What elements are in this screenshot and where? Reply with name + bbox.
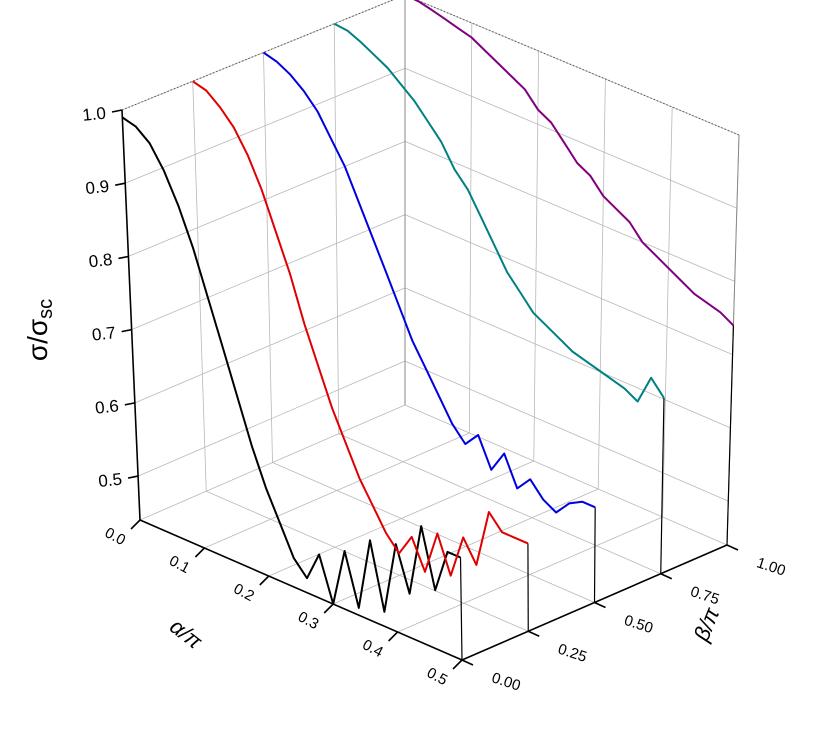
grid-line <box>333 23 340 434</box>
x-tick <box>130 519 141 530</box>
grid-line <box>134 287 406 404</box>
x-tick-label: 0.1 <box>166 552 192 577</box>
grid-line <box>263 52 273 463</box>
z-tick <box>118 255 129 260</box>
grid-line <box>125 67 406 184</box>
drop-line <box>593 507 596 603</box>
x-axis-label: α/π <box>165 614 208 655</box>
x-tick-label: 0.0 <box>102 524 128 549</box>
grid-line <box>469 22 473 434</box>
x-tick-label: 0.3 <box>295 608 321 633</box>
drop-line <box>660 398 665 574</box>
curve <box>121 116 461 613</box>
grid-line <box>272 462 595 603</box>
curve <box>262 51 596 514</box>
curve <box>333 22 665 403</box>
y-tick-label: 0.50 <box>622 612 655 637</box>
x-axis <box>139 519 463 661</box>
drop-line <box>726 325 735 546</box>
grid-line <box>397 516 663 633</box>
z-tick-label: 1.0 <box>81 104 106 125</box>
curve <box>192 80 529 577</box>
grid-line <box>338 433 661 575</box>
z-tick-label: 0.5 <box>97 470 122 491</box>
grid-line <box>333 488 599 605</box>
y-axis-label: β/π <box>688 603 725 645</box>
y-tick-label: 0.00 <box>490 669 523 694</box>
grid-line <box>404 141 735 282</box>
grid-line <box>128 141 406 257</box>
y-tick <box>527 630 540 637</box>
x-tick <box>323 603 334 614</box>
z-tick <box>124 402 136 406</box>
z-axis <box>121 109 141 521</box>
grid-line <box>192 81 207 492</box>
z-axis-label: σ/σsc <box>22 299 57 361</box>
y-tick-label: 0.25 <box>556 641 589 666</box>
grid-line <box>533 50 539 462</box>
z-tick <box>121 328 132 333</box>
grid-line <box>662 106 673 518</box>
box-edge <box>415 0 740 136</box>
x-tick-label: 0.5 <box>424 664 450 689</box>
y-tick-label: 1.00 <box>755 554 788 579</box>
z-tick <box>111 109 123 113</box>
z-axis-label-main: σ/σ <box>22 319 53 361</box>
z-tick-label: 0.6 <box>94 396 119 417</box>
z-tick-label: 0.8 <box>88 250 113 271</box>
z-axis-label-sub: sc <box>35 299 57 319</box>
grid-line <box>597 78 606 490</box>
x-tick <box>452 659 463 670</box>
grid-line <box>404 214 733 356</box>
grid-line <box>131 214 406 331</box>
y-tick <box>660 573 673 580</box>
y-tick <box>726 544 739 551</box>
y-tick <box>461 659 474 666</box>
y-tick-label: 0.75 <box>688 583 721 608</box>
z-tick-label: 0.9 <box>85 177 110 198</box>
grid-line <box>404 360 729 502</box>
grid-line <box>268 460 534 577</box>
z-tick-label: 0.7 <box>91 323 116 344</box>
z-tick <box>115 182 126 186</box>
x-tick-label: 0.2 <box>231 580 257 605</box>
x-tick <box>259 575 270 586</box>
z-tick <box>127 475 139 479</box>
grid-line <box>415 0 740 136</box>
grid-line <box>204 432 470 549</box>
y-tick <box>594 601 606 609</box>
curve <box>413 0 735 327</box>
x-tick <box>194 547 205 558</box>
grid-line <box>404 404 728 546</box>
x-tick-label: 0.4 <box>359 636 385 661</box>
drop-line <box>459 557 463 661</box>
grid-line <box>404 287 731 429</box>
x-tick <box>388 631 399 642</box>
grid-line <box>137 360 406 477</box>
grid-line <box>404 67 738 209</box>
